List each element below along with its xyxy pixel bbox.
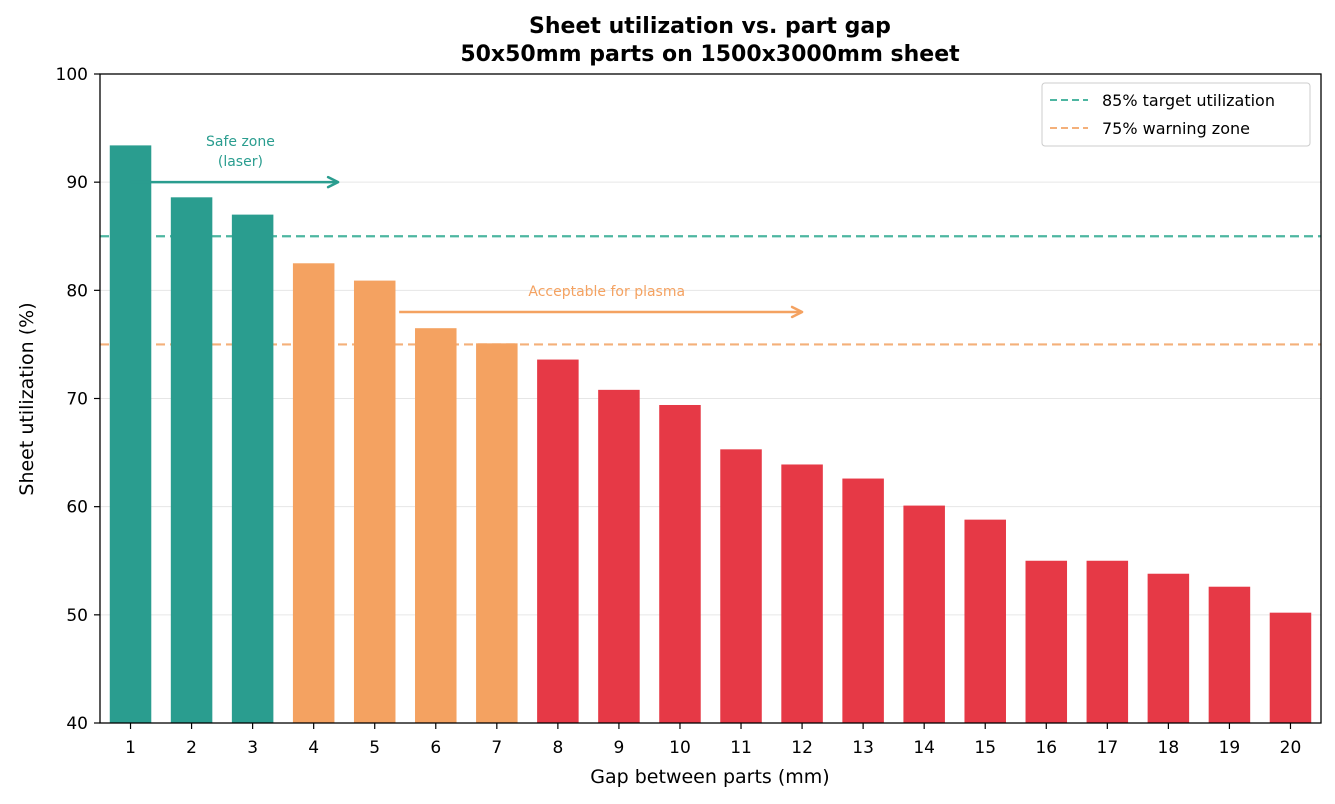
- bar: [598, 389, 640, 723]
- x-tick-label: 8: [552, 738, 563, 758]
- bar: [1086, 560, 1129, 723]
- bar: [1025, 560, 1068, 723]
- bar: [231, 214, 274, 723]
- annotation-text: Safe zone: [206, 134, 275, 150]
- legend-label-warning: 75% warning zone: [1102, 119, 1250, 138]
- x-tick-label: 17: [1097, 738, 1119, 758]
- x-tick-label: 5: [369, 738, 380, 758]
- bar: [964, 519, 1006, 723]
- annotation-arrowhead: [326, 175, 340, 189]
- y-tick-label: 70: [66, 390, 88, 410]
- grid-lines: [100, 181, 1321, 616]
- y-axis-ticks: 40 50 60 70 80 90 100: [56, 65, 100, 734]
- bar: [1147, 573, 1190, 723]
- x-tick-label: 18: [1158, 738, 1180, 758]
- x-tick-label: 19: [1219, 738, 1241, 758]
- annotation-arrowhead: [790, 305, 804, 319]
- bar: [292, 263, 335, 723]
- chart-subtitle: 50x50mm parts on 1500x3000mm sheet: [460, 42, 960, 67]
- x-tick-label: 3: [247, 738, 258, 758]
- x-tick-label: 16: [1035, 738, 1057, 758]
- legend-label-target: 85% target utilization: [1102, 91, 1275, 110]
- y-tick-label: 60: [66, 498, 88, 518]
- x-tick-label: 20: [1280, 738, 1302, 758]
- y-tick-label: 50: [66, 606, 88, 626]
- y-tick-label: 80: [66, 281, 88, 301]
- x-tick-label: 12: [791, 738, 813, 758]
- x-tick-label: 2: [186, 738, 197, 758]
- y-tick-label: 40: [66, 714, 88, 734]
- bar: [109, 145, 152, 723]
- x-tick-label: 15: [974, 738, 996, 758]
- bars: [109, 145, 1312, 723]
- bar: [720, 449, 762, 723]
- bar: [903, 505, 945, 723]
- bar: [415, 328, 457, 723]
- x-tick-label: 7: [491, 738, 502, 758]
- annotations: Safe zone (laser) Acceptable for plasma: [130, 134, 804, 319]
- x-axis-ticks: 1 2 3 4 5 6 7 8 9 10 11 12 13 14 15 16 17 18 19 20: [125, 723, 1301, 758]
- legend-box: [1041, 82, 1311, 147]
- x-tick-label: 11: [730, 738, 752, 758]
- bar: [537, 359, 579, 723]
- chart-title: Sheet utilization vs. part gap: [529, 14, 891, 39]
- y-axis-label: Sheet utilization (%): [16, 302, 38, 495]
- x-tick-label: 14: [913, 738, 935, 758]
- x-tick-label: 1: [125, 738, 136, 758]
- bar: [842, 478, 884, 723]
- bar: [1208, 586, 1251, 723]
- x-tick-label: 4: [308, 738, 319, 758]
- bar: [353, 280, 396, 723]
- x-tick-label: 6: [430, 738, 441, 758]
- bar: [170, 197, 213, 723]
- legend: 85% target utilization 75% warning zone: [1041, 82, 1311, 147]
- bar: [1269, 612, 1312, 723]
- bar: [659, 404, 701, 723]
- y-tick-label: 100: [56, 65, 88, 85]
- annotation-text: (laser): [218, 154, 263, 170]
- bar: [476, 343, 518, 723]
- y-tick-label: 90: [66, 173, 88, 193]
- annotation-text: Acceptable for plasma: [528, 284, 685, 300]
- x-tick-label: 9: [614, 738, 625, 758]
- x-tick-label: 10: [669, 738, 691, 758]
- bar: [781, 464, 823, 723]
- x-tick-label: 13: [852, 738, 874, 758]
- x-axis-label: Gap between parts (mm): [590, 766, 829, 788]
